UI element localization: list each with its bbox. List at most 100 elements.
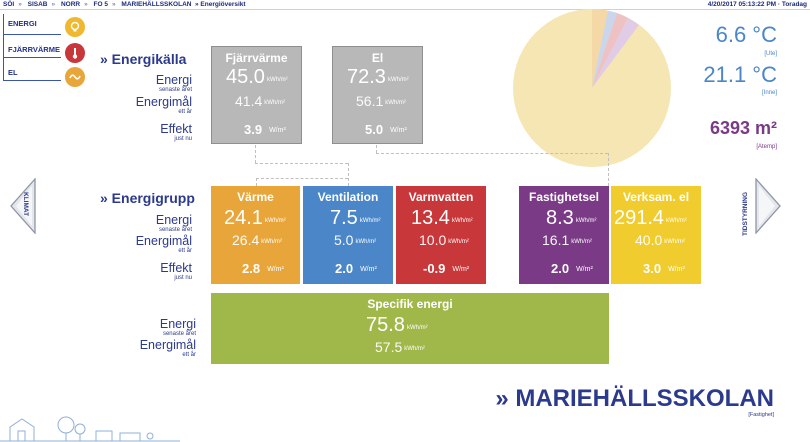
menu-item-fjarrvarme[interactable]: FJÄRRVÄRME — [8, 45, 60, 54]
heated-area-label: [Atemp] — [756, 144, 777, 150]
source-title: Fjärrvärme — [225, 51, 288, 65]
breadcrumb-item[interactable]: SÖI — [3, 1, 15, 8]
connector-line — [256, 178, 257, 186]
source-effekt: 3.9 W/m² — [244, 122, 286, 137]
group-box-ventilation[interactable]: Ventilation 7.5 kWh/m² 5.0 kWh/m² 2.0 W/m² — [303, 186, 393, 284]
group-energi: 13.4 kWh/m² — [411, 207, 473, 229]
row-label-effekt: Effekt just nu — [160, 123, 192, 142]
view-title: » Energiöversikt — [195, 1, 246, 8]
nav-left-arrow[interactable] — [10, 178, 36, 234]
label-effekt: Effekt — [160, 122, 192, 136]
breadcrumb-item[interactable]: SISAB — [27, 1, 48, 8]
side-menu: ENERGI FJÄRRVÄRME EL — [3, 14, 88, 94]
specific-energy-box[interactable]: Specifik energi 75.8 kWh/m² 57.5 kWh/m² — [211, 293, 609, 364]
label-energimal: Energimål — [135, 95, 192, 109]
menu-item-el[interactable]: EL — [8, 68, 18, 77]
label-energi: Energi — [155, 213, 192, 227]
indoor-temperature: 21.1 °C — [703, 62, 777, 87]
group-effekt: -0.9 W/m² — [423, 261, 470, 276]
label-energi: Energi — [159, 317, 196, 331]
row-label-energimal: Energimål ett år — [136, 235, 192, 254]
section-energigrupp: » Energigrupp — [100, 190, 195, 206]
connector-line — [255, 163, 348, 164]
group-box-fastighetsel[interactable]: Fastighetsel 8.3 kWh/m² 16.1 kWh/m² 2.0 W/m… — [519, 186, 609, 284]
nav-right-arrow[interactable] — [755, 178, 781, 234]
group-energi: 291.4 kWh/m² — [614, 207, 687, 229]
group-box-verksamhetsel[interactable]: Verksam. el 291.4 kWh/m² 40.0 kWh/m² 3.0 W/… — [611, 186, 701, 284]
pie-slice-fastighetsel — [592, 18, 639, 88]
label-effekt: Effekt — [160, 261, 192, 275]
source-box-el[interactable]: El 72.3 kWh/m² 56.1 kWh/m² 5.0 W/m² — [332, 46, 423, 144]
group-energi: 24.1 kWh/m² — [224, 207, 286, 229]
group-energimal: 40.0 kWh/m² — [635, 232, 685, 248]
menu-divider — [3, 34, 61, 35]
group-energimal: 5.0 kWh/m² — [334, 232, 377, 248]
group-energimal: 16.1 kWh/m² — [542, 232, 592, 248]
specific-title: Specifik energi — [367, 297, 453, 311]
label-energi-sub: senaste året — [158, 226, 192, 233]
breadcrumb-item[interactable]: MARIEHÄLLSSKOLAN — [121, 1, 192, 8]
menu-divider — [3, 14, 4, 80]
source-energimal: 41.4 kWh/m² — [235, 93, 285, 109]
label-energi: Energi — [155, 73, 192, 87]
group-effekt: 2.0 W/m² — [335, 261, 377, 276]
label-energimal: Energimål — [135, 234, 192, 248]
outdoor-temperature-label: [Ute] — [764, 51, 777, 57]
label-effekt-sub: just nu — [174, 135, 192, 142]
group-effekt: 2.0 W/m² — [551, 261, 593, 276]
breadcrumb-item[interactable]: NORR — [60, 1, 81, 8]
connector-line — [376, 145, 377, 153]
energy-pie-chart — [513, 8, 671, 167]
section-energikalla: » Energikälla — [100, 51, 187, 67]
breadcrumb-separator: » — [111, 1, 116, 8]
specific-energimal: 57.5 kWh/m² — [375, 339, 425, 355]
breadcrumb-item[interactable]: FO 5 — [93, 1, 108, 8]
breadcrumb: SÖI» SISAB» NORR» FO 5» MARIEHÄLLSSKOLAN — [3, 1, 195, 8]
group-energimal: 26.4 kWh/m² — [232, 232, 282, 248]
specific-energi: 75.8 kWh/m² — [366, 314, 428, 336]
group-energi: 7.5 kWh/m² — [330, 207, 381, 229]
source-box-fjarrvarme[interactable]: Fjärrvärme 45.0 kWh/m² 41.4 kWh/m² 3.9 W/m² — [211, 46, 302, 144]
pie-slice-ventilation — [592, 10, 617, 89]
connector-line — [376, 153, 608, 154]
group-title: Fastighetsel — [528, 190, 600, 204]
menu-divider — [3, 80, 61, 81]
thermometer-icon[interactable] — [65, 43, 85, 63]
label-energimal-sub: ett år — [178, 247, 192, 254]
outdoor-temperature: 6.6 °C — [715, 22, 777, 47]
source-energi: 45.0 kWh/m² — [226, 66, 288, 88]
group-energi: 8.3 kWh/m² — [546, 207, 597, 229]
datetime: 4/20/2017 05:13:22 PM · Toradag — [707, 1, 807, 8]
building-label: [Fastighet] — [748, 412, 774, 418]
source-energimal: 56.1 kWh/m² — [356, 93, 406, 109]
group-title: Verksam. el — [622, 190, 690, 204]
pie-slice-varmvatten — [592, 13, 628, 88]
breadcrumb-separator: » — [51, 1, 56, 8]
nav-right-label[interactable]: TIDSTYRNING — [742, 191, 749, 236]
group-title: Värme — [237, 190, 274, 204]
connector-line — [608, 153, 609, 186]
breadcrumb-separator: » — [84, 1, 88, 8]
building-name: » MARIEHÄLLSSKOLAN — [495, 385, 774, 412]
label-energi-sub: senaste året — [162, 330, 196, 337]
row-label-energi: Energi senaste året — [156, 74, 192, 93]
top-bar: SÖI» SISAB» NORR» FO 5» MARIEHÄLLSSKOLAN… — [0, 0, 810, 10]
label-effekt-sub: just nu — [174, 274, 192, 281]
connector-line — [255, 145, 256, 163]
group-title: Ventilation — [317, 190, 379, 204]
lightbulb-icon[interactable] — [65, 17, 85, 37]
menu-item-energi[interactable]: ENERGI — [8, 19, 37, 28]
row-label-effekt: Effekt just nu — [160, 262, 192, 281]
heated-area: 6393 m² — [709, 118, 777, 138]
label-energimal: Energimål — [139, 338, 196, 352]
electricity-icon[interactable] — [65, 67, 85, 87]
label-energimal-sub: ett år — [178, 108, 192, 115]
group-box-varme[interactable]: Värme 24.1 kWh/m² 26.4 kWh/m² 2.8 W/m² — [211, 186, 300, 284]
source-effekt: 5.0 W/m² — [365, 122, 407, 137]
nav-left-label[interactable]: KLIMAT — [22, 192, 29, 217]
row-label-energi: Energi senaste året — [160, 318, 196, 337]
source-energi: 72.3 kWh/m² — [347, 66, 409, 88]
group-energimal: 10.0 kWh/m² — [419, 232, 469, 248]
group-box-varmvatten[interactable]: Varmvatten 13.4 kWh/m² 10.0 kWh/m² -0.9 W/m… — [396, 186, 486, 284]
row-label-energimal: Energimål ett år — [140, 339, 196, 358]
